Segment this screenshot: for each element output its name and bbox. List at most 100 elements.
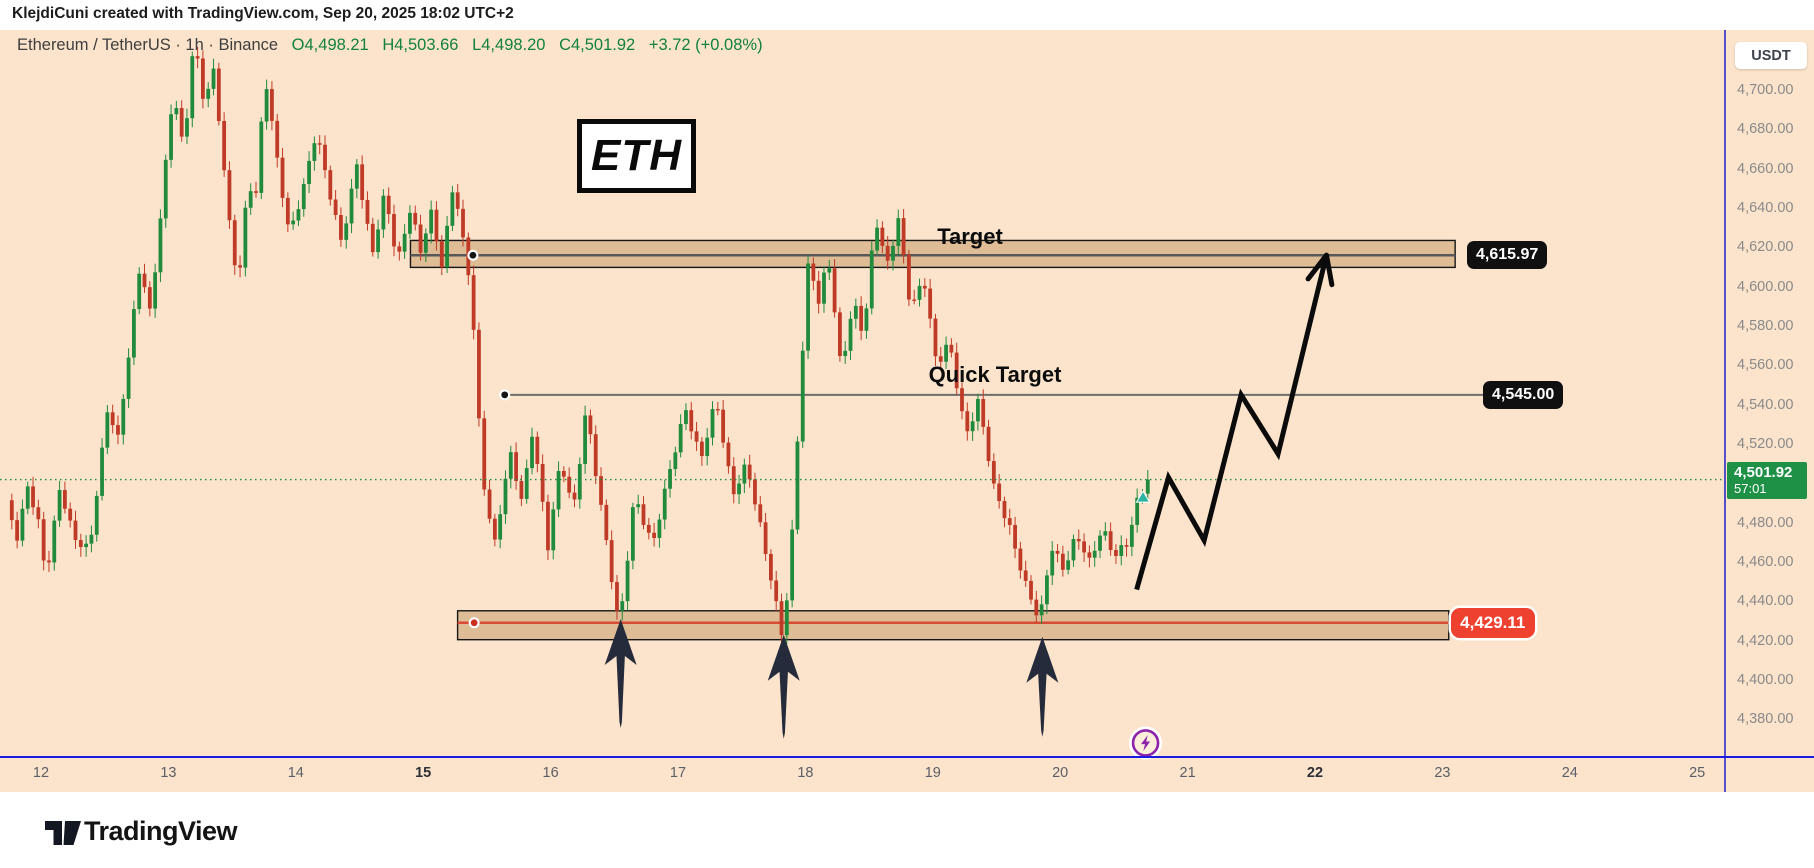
candle-body xyxy=(142,273,147,288)
candle-body xyxy=(1076,538,1081,542)
anchor-dot xyxy=(501,391,509,399)
candle-body xyxy=(47,560,51,563)
candle-body xyxy=(386,195,391,215)
candle-body xyxy=(737,483,741,495)
candle-body xyxy=(800,350,805,442)
candle-body xyxy=(944,344,948,362)
candle-body xyxy=(609,540,614,583)
candle-body xyxy=(1045,575,1049,605)
quick-target-annotation[interactable]: Quick Target xyxy=(928,362,1062,387)
up-arrows[interactable] xyxy=(604,619,1059,739)
price-tick: 4,460.00 xyxy=(1737,554,1794,570)
date-label: 18 xyxy=(797,765,814,781)
candle-body xyxy=(397,246,402,252)
candle-body xyxy=(1060,553,1065,570)
candle-body xyxy=(169,114,173,160)
supply-demand-zones[interactable] xyxy=(409,239,1484,641)
last-price-badge: 4,501.92 57:01 xyxy=(1727,461,1807,499)
candle-body xyxy=(572,492,577,500)
zigzag-arrowhead xyxy=(1305,252,1329,282)
candle-body xyxy=(238,265,242,268)
candle-body xyxy=(137,273,142,310)
candle-body xyxy=(455,192,460,209)
date-label: 22 xyxy=(1306,765,1324,781)
candle-body xyxy=(323,144,327,171)
candle-body xyxy=(758,504,763,523)
candle-body xyxy=(259,121,264,193)
candle-body xyxy=(116,425,120,435)
anchor-dot xyxy=(470,619,478,627)
date-label: 16 xyxy=(542,765,559,781)
bar-countdown: 57:01 xyxy=(1734,481,1767,497)
currency-toggle-button[interactable]: USDT xyxy=(1735,42,1807,69)
candle-body xyxy=(816,280,821,304)
candle-body xyxy=(339,215,343,240)
candle-body xyxy=(41,519,46,561)
candle-body xyxy=(121,398,126,435)
candle-body xyxy=(981,399,986,427)
attribution-text: KlejdiCuni created with TradingView.com,… xyxy=(12,5,514,22)
candle-body xyxy=(694,431,699,442)
candle-body xyxy=(960,388,964,412)
ohlc-high: H4,503.66 xyxy=(382,36,459,54)
candle-body xyxy=(312,143,317,161)
zone-rect xyxy=(409,239,1456,269)
ohlc-change: +3.72 (+0.08%) xyxy=(648,36,763,54)
level-anchor-dots[interactable] xyxy=(467,249,511,629)
candle-body xyxy=(216,68,221,122)
date-label: 14 xyxy=(287,765,304,781)
candle-body xyxy=(84,543,89,548)
candle-body xyxy=(25,486,30,509)
ohlc-low: L4,498.20 xyxy=(472,36,546,54)
candle-body xyxy=(1002,501,1007,519)
candle-body xyxy=(477,329,481,419)
candle-body xyxy=(976,399,980,422)
candle-body xyxy=(875,227,879,251)
candle-body xyxy=(1135,497,1140,525)
candle-body xyxy=(519,481,524,499)
symbol-text-box[interactable]: ETH xyxy=(577,119,696,193)
projection-arrow[interactable] xyxy=(1134,252,1335,591)
candle-body xyxy=(604,504,609,541)
date-label: 20 xyxy=(1052,765,1069,781)
candle-body xyxy=(110,412,115,426)
candle-body xyxy=(254,191,258,193)
candle-body xyxy=(174,108,179,115)
candle-body xyxy=(912,299,917,301)
candle-body xyxy=(461,208,465,238)
candle-body xyxy=(991,461,996,484)
candle-body xyxy=(673,452,678,469)
candle-body xyxy=(52,520,57,563)
candle-body xyxy=(933,318,938,357)
candle-body xyxy=(822,272,826,304)
ohlc-close: C4,501.92 xyxy=(559,36,636,54)
candle-body xyxy=(429,209,434,234)
target-annotation[interactable]: Target xyxy=(937,224,1003,249)
symbol-legend[interactable]: Ethereum / TetherUS · 1h · Binance O4,49… xyxy=(17,36,763,55)
candle-body xyxy=(317,143,322,145)
candle-body xyxy=(1055,550,1060,554)
candle-body xyxy=(1039,604,1044,616)
buy-marker-icon xyxy=(1135,490,1151,503)
candle-body xyxy=(731,466,736,495)
candle-body xyxy=(556,470,561,510)
tradingview-logo-icon[interactable] xyxy=(45,819,85,847)
candle-body xyxy=(827,268,832,273)
candle-body xyxy=(1023,570,1028,581)
candle-body xyxy=(344,223,349,240)
up-arrow xyxy=(767,634,800,739)
candle-body xyxy=(1071,538,1076,561)
candle-body xyxy=(439,241,444,268)
candle-body xyxy=(880,227,885,246)
candle-body xyxy=(57,490,62,521)
candle-body xyxy=(668,468,672,489)
candle-body xyxy=(652,532,657,538)
lightning-icon[interactable] xyxy=(1129,726,1163,760)
candle-body xyxy=(838,312,842,357)
candle-body xyxy=(365,200,370,224)
tradingview-wordmark[interactable]: TradingView xyxy=(84,816,238,846)
anchor-dot xyxy=(469,251,477,259)
candle-body xyxy=(986,426,991,462)
candle-body xyxy=(100,447,104,496)
